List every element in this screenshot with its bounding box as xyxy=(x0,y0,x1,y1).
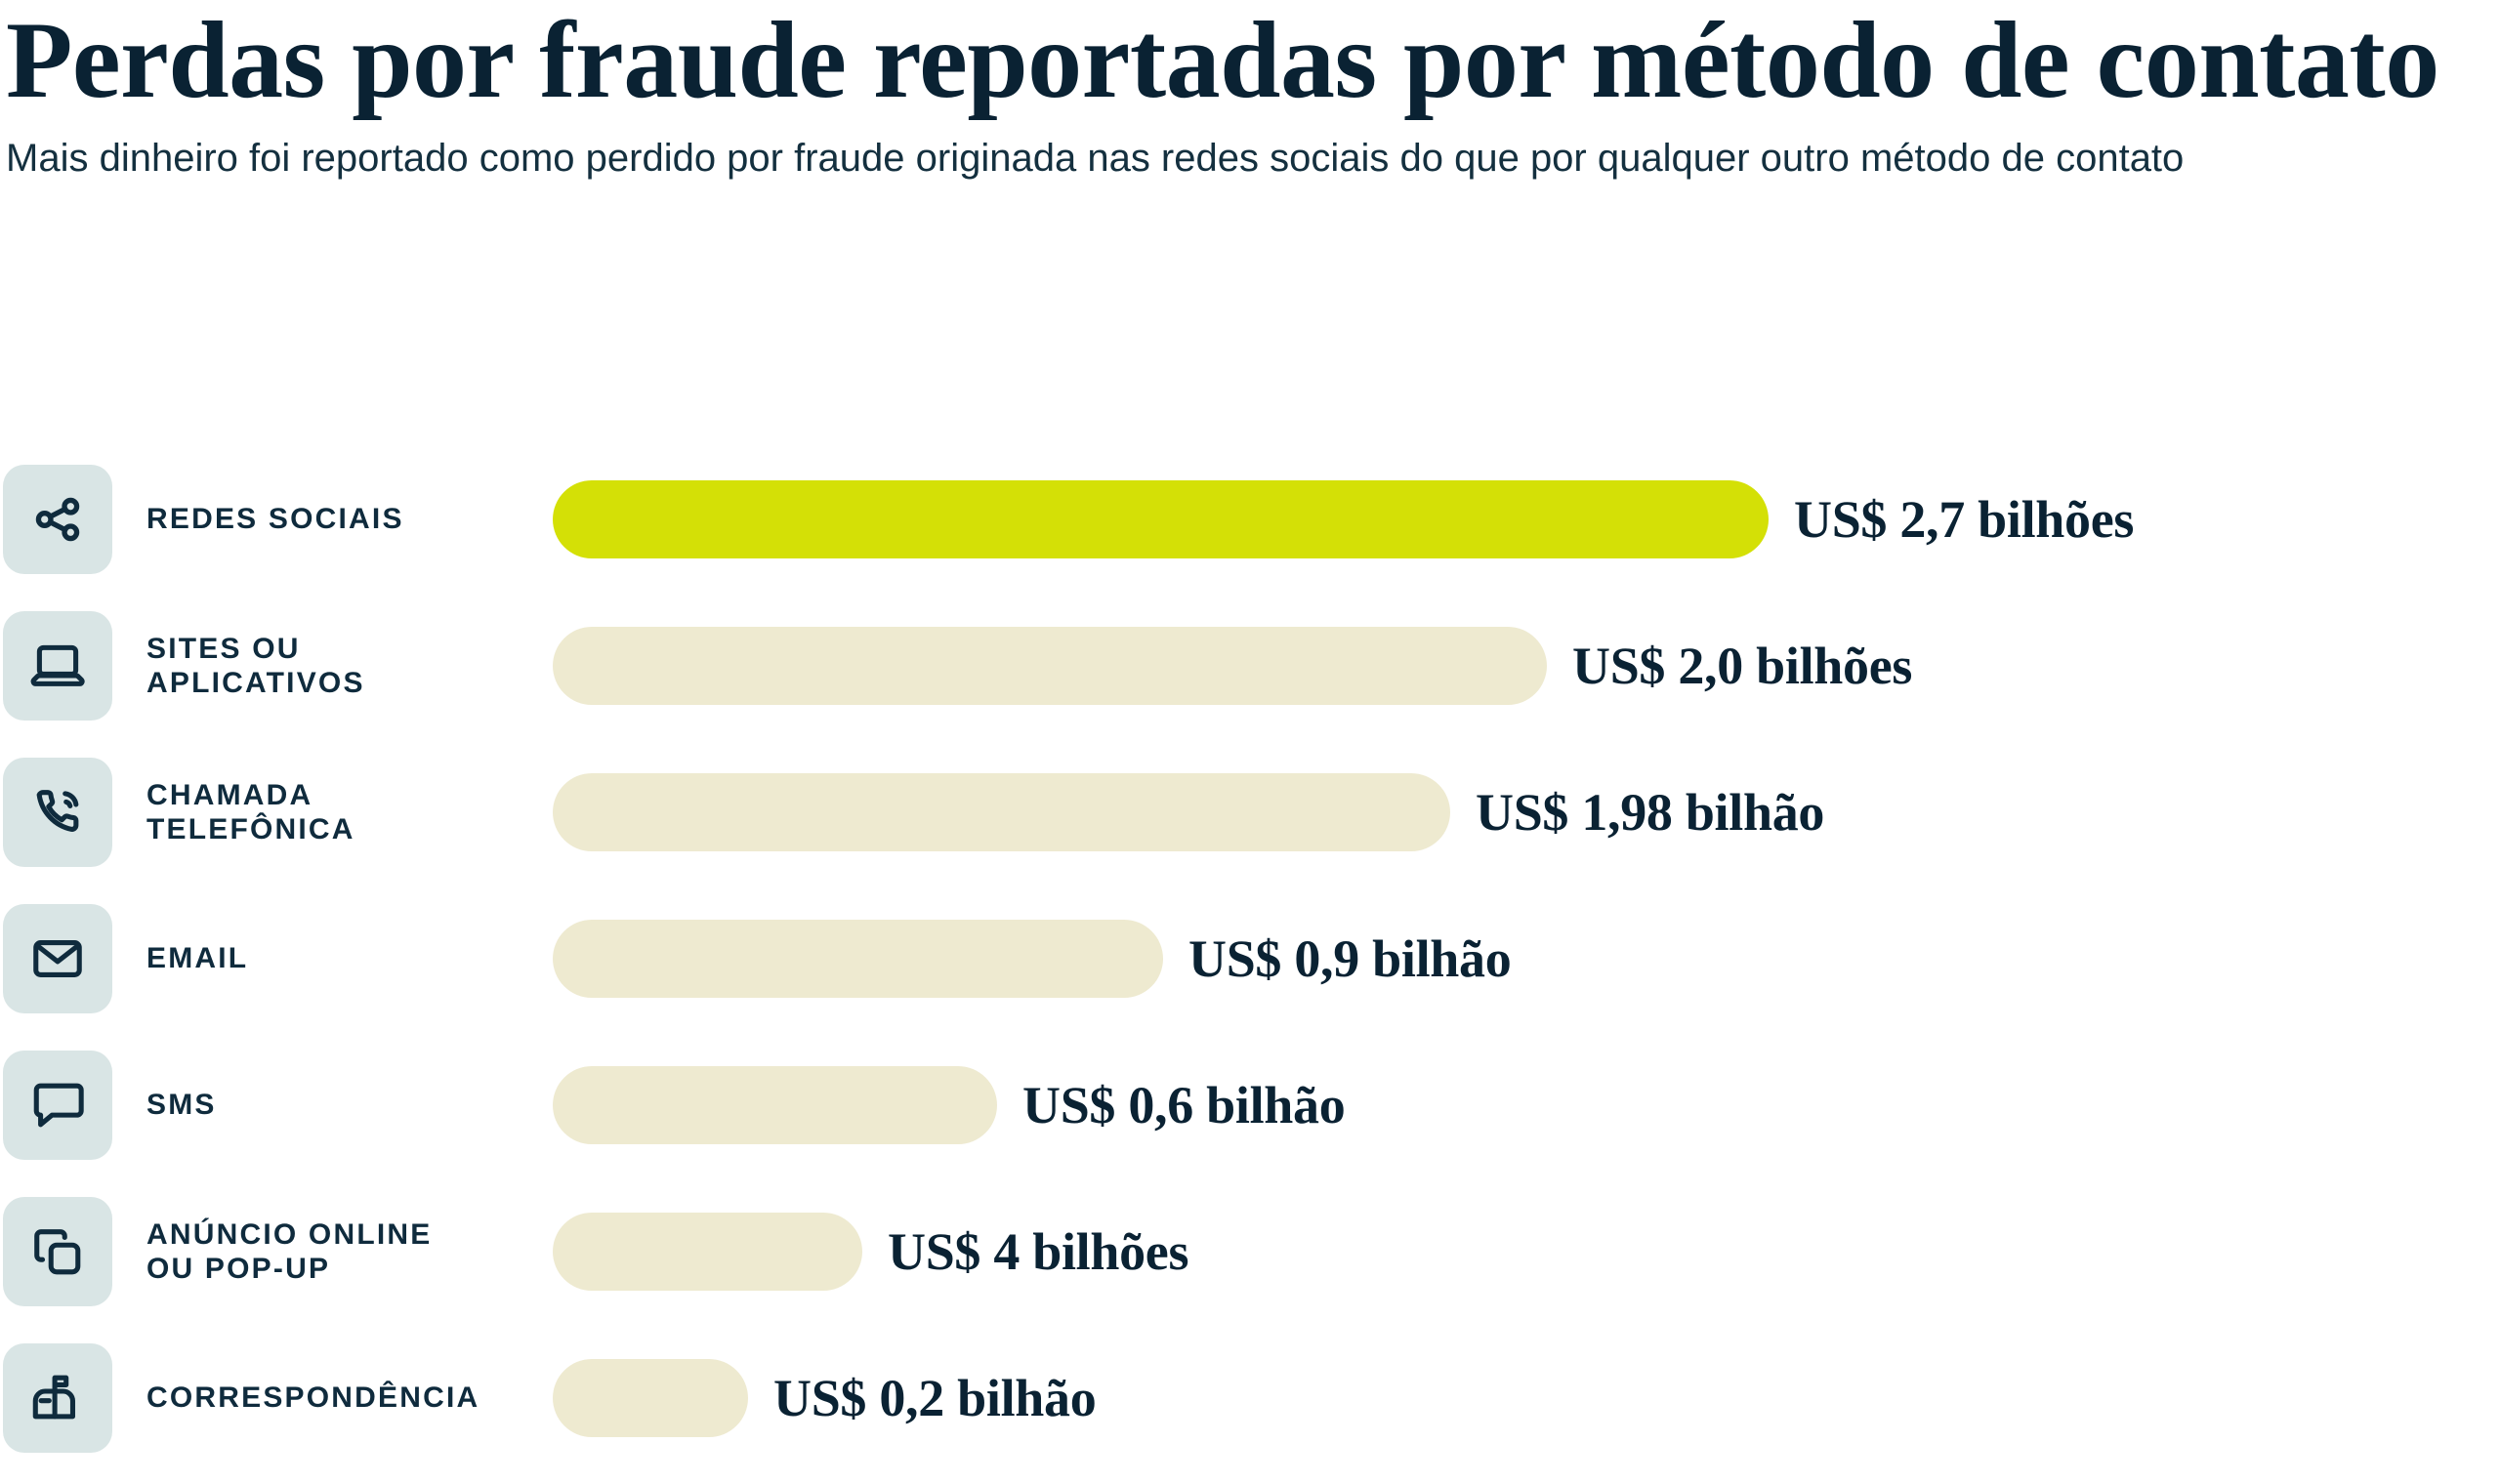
chart-row: CORRESPONDÊNCIA US$ 0,2 bilhão xyxy=(0,1338,2500,1484)
category-label-line: ANÚNCIO ONLINE xyxy=(146,1217,433,1251)
bar-area: US$ 1,98 bilhão xyxy=(553,752,1824,873)
category-label-line: REDES SOCIAIS xyxy=(146,503,404,536)
category-label-line: EMAIL xyxy=(146,942,249,975)
icon-container xyxy=(3,758,112,867)
chart-row: REDES SOCIAIS US$ 2,7 bilhões xyxy=(0,459,2500,605)
bar-chart-rows: REDES SOCIAIS US$ 2,7 bilhões SITES OU APLI… xyxy=(0,459,2500,1484)
category-label-line: SMS xyxy=(146,1089,217,1122)
chart-row: SITES OU APLICATIVOS US$ 2,0 bilhões xyxy=(0,605,2500,752)
category-label: EMAIL xyxy=(146,898,537,1019)
category-label: CORRESPONDÊNCIA xyxy=(146,1338,537,1459)
category-label-line: CHAMADA xyxy=(146,778,313,811)
bar-area: US$ 0,2 bilhão xyxy=(553,1338,1097,1459)
category-label-line: TELEFÔNICA xyxy=(146,813,355,845)
bar-area: US$ 2,0 bilhões xyxy=(553,605,1912,726)
envelope-icon xyxy=(29,930,86,987)
category-label-line: CORRESPONDÊNCIA xyxy=(146,1381,480,1415)
bar-area: US$ 0,6 bilhão xyxy=(553,1045,1346,1166)
bar-value-label: US$ 1,98 bilhão xyxy=(1476,783,1825,842)
icon-container xyxy=(3,1343,112,1453)
icon-container xyxy=(3,465,112,574)
bar-value-label: US$ 0,9 bilhão xyxy=(1188,929,1512,988)
page-subtitle: Mais dinheiro foi reportado como perdido… xyxy=(6,137,2185,181)
category-label: CHAMADA TELEFÔNICA xyxy=(146,752,537,873)
bar-highlight xyxy=(553,480,1769,558)
category-label: ANÚNCIO ONLINE OU POP-UP xyxy=(146,1191,537,1312)
chart-row: SMS US$ 0,6 bilhão xyxy=(0,1045,2500,1191)
share-icon xyxy=(29,491,86,548)
bar-value-label: US$ 2,7 bilhões xyxy=(1794,490,2135,549)
bar-area: US$ 4 bilhões xyxy=(553,1191,1188,1312)
chart-header: Perdas por fraude reportadas por método … xyxy=(0,0,2500,185)
bar xyxy=(553,1066,997,1144)
bar-value-label: US$ 0,6 bilhão xyxy=(1022,1076,1346,1134)
category-label: REDES SOCIAIS xyxy=(146,459,537,580)
page-title: Perdas por fraude reportadas por método … xyxy=(6,0,2439,121)
category-label-line: OU POP-UP xyxy=(146,1253,331,1285)
bar xyxy=(553,773,1450,851)
bar-area: US$ 2,7 bilhões xyxy=(553,459,2134,580)
phone-call-icon xyxy=(29,784,86,841)
icon-container xyxy=(3,611,112,721)
chat-bubble-icon xyxy=(29,1077,86,1134)
copy-windows-icon xyxy=(29,1223,86,1280)
mailbox-icon xyxy=(29,1370,86,1426)
bar-value-label: US$ 4 bilhões xyxy=(888,1222,1189,1281)
icon-container xyxy=(3,904,112,1013)
bar xyxy=(553,920,1163,998)
chart-row: ANÚNCIO ONLINE OU POP-UP US$ 4 bilhões xyxy=(0,1191,2500,1338)
bar-area: US$ 0,9 bilhão xyxy=(553,898,1512,1019)
icon-container xyxy=(3,1051,112,1160)
bar-value-label: US$ 0,2 bilhão xyxy=(773,1369,1097,1427)
laptop-icon xyxy=(29,638,86,694)
category-label-line: APLICATIVOS xyxy=(146,667,365,699)
category-label: SITES OU APLICATIVOS xyxy=(146,605,537,726)
category-label-line: SITES OU xyxy=(146,632,301,665)
bar-value-label: US$ 2,0 bilhões xyxy=(1572,637,1913,695)
category-label: SMS xyxy=(146,1045,537,1166)
chart-row: EMAIL US$ 0,9 bilhão xyxy=(0,898,2500,1045)
chart-row: CHAMADA TELEFÔNICA US$ 1,98 bilhão xyxy=(0,752,2500,898)
bar xyxy=(553,1359,748,1437)
bar xyxy=(553,1213,862,1291)
bar xyxy=(553,627,1547,705)
icon-container xyxy=(3,1197,112,1306)
